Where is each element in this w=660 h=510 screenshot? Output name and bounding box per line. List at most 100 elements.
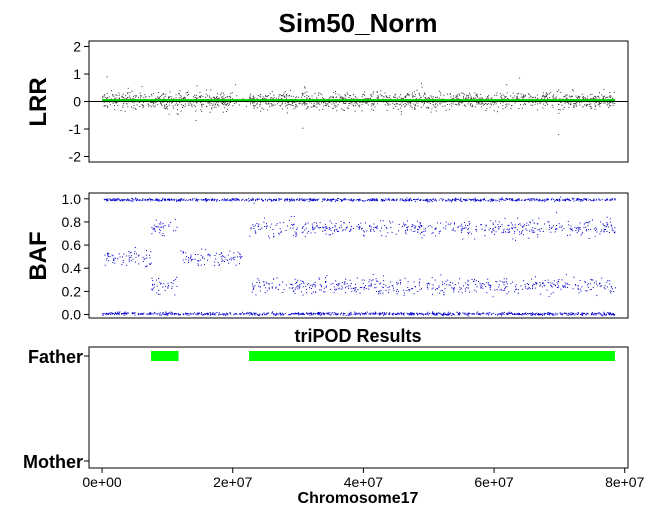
lrr-point [292,95,294,97]
baf-point [302,286,304,288]
lrr-point [420,106,422,108]
baf-point [539,200,541,202]
baf-point [215,258,217,260]
lrr-point [525,94,526,96]
lrr-point [555,96,557,98]
lrr-point [458,93,460,95]
lrr-point [579,102,580,104]
baf-point [488,229,490,231]
baf-point [610,313,612,315]
baf-point [259,313,261,315]
baf-point [316,222,317,224]
lrr-point [163,105,165,107]
lrr-point [355,97,357,99]
baf-point [478,314,480,315]
baf-point [363,234,365,236]
lrr-point [287,102,289,104]
baf-point [261,227,263,229]
baf-point [348,315,350,316]
lrr-point [162,102,164,103]
baf-point [613,314,615,316]
lrr-point [286,97,287,99]
baf-point [568,312,570,314]
baf-point [172,313,174,315]
baf-point [109,256,111,258]
baf-point [340,220,342,222]
baf-point [397,312,399,314]
lrr-point [547,97,548,99]
lrr-point [181,104,183,106]
baf-point [313,199,315,201]
baf-point [364,286,365,288]
lrr-point [508,103,510,105]
baf-point [124,312,126,313]
lrr-point [424,97,426,99]
lrr-point [135,108,137,110]
baf-point [364,313,365,315]
baf-point [369,198,371,200]
baf-point [338,313,340,315]
baf-point [371,312,373,314]
lrr-point [524,95,526,97]
baf-point [586,221,588,223]
lrr-point [534,103,536,105]
baf-point [370,229,372,231]
lrr-point [504,96,506,98]
lrr-point [552,98,554,99]
baf-point [540,228,542,230]
lrr-point [370,105,372,107]
lrr-point [214,97,216,99]
baf-point [508,199,510,201]
baf-point [521,288,523,290]
baf-point [168,199,169,201]
baf-point [559,199,561,201]
baf-point [338,284,340,286]
baf-point [550,228,552,229]
lrr-point [152,101,154,103]
lrr-point [295,104,297,106]
baf-point [587,313,589,314]
lrr-point [541,98,543,99]
baf-point [488,283,490,285]
baf-point [549,314,551,316]
lrr-point [565,95,567,97]
lrr-point [530,96,532,98]
baf-point [390,222,392,224]
baf-point [192,199,194,201]
lrr-point [457,95,459,97]
baf-point [594,235,596,237]
baf-point [426,199,428,201]
baf-point [223,198,225,200]
baf-point [130,256,132,258]
baf-point [358,227,360,229]
baf-point [311,313,312,315]
baf-point [468,312,470,314]
baf-point [548,221,550,223]
baf-point [562,285,564,287]
baf-point [118,199,120,201]
baf-point [284,313,286,314]
baf-point [206,199,208,201]
baf-point [273,313,275,315]
baf-point [267,199,269,201]
lrr-point [504,96,506,98]
lrr-point [295,107,297,109]
baf-point [396,283,398,285]
baf-point [209,314,211,316]
lrr-point [409,104,411,106]
baf-point [298,199,300,201]
lrr-point [545,96,547,97]
lrr-point [439,103,441,105]
lrr-point [421,82,422,84]
baf-point [546,199,548,201]
baf-point [313,284,315,286]
baf-point [356,277,358,279]
lrr-point [221,96,222,98]
lrr-point [487,96,489,98]
lrr-point [364,95,366,97]
baf-point [489,227,491,229]
baf-point [359,198,361,200]
lrr-point [531,105,533,107]
lrr-point [125,98,127,100]
baf-point [593,199,595,201]
